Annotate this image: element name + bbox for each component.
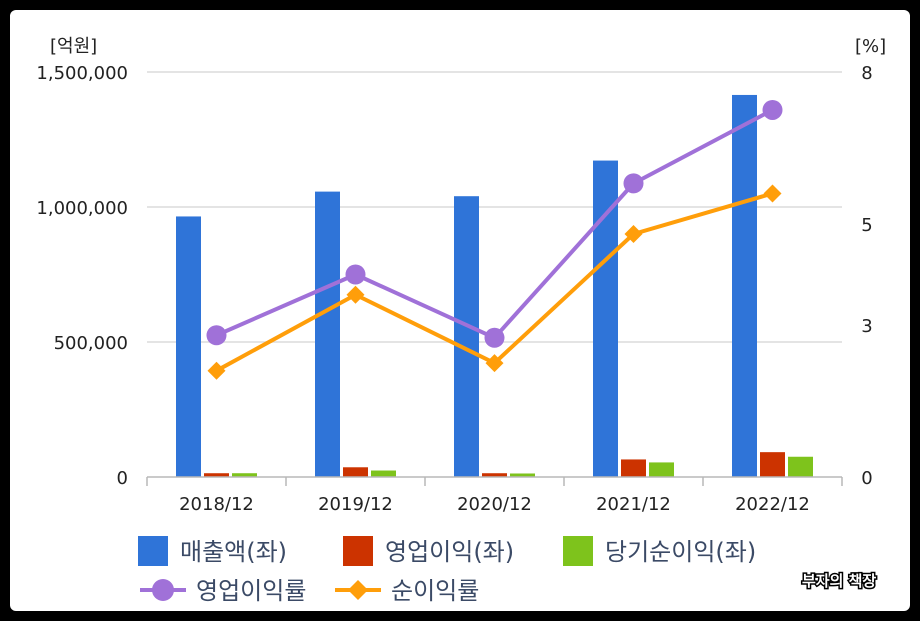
legend-label: 당기순이익(좌) — [605, 538, 756, 566]
watermark: 부자의 책장 — [802, 572, 876, 590]
bar-2 — [621, 459, 646, 477]
line-point-circle — [762, 99, 783, 120]
line-point-circle — [484, 327, 505, 348]
legend-marker-circle — [152, 579, 174, 601]
bar-1 — [454, 196, 479, 477]
y-right-tick-label: 3 — [861, 316, 872, 337]
bar-3 — [510, 473, 535, 477]
y-left-unit: [억원] — [50, 36, 97, 57]
bar-2 — [204, 473, 229, 477]
y-right-tick-label: 8 — [861, 63, 872, 84]
bar-2 — [482, 473, 507, 477]
line-point-circle — [345, 264, 366, 285]
bar-3 — [788, 456, 813, 477]
x-tick-label: 2021/12 — [596, 494, 671, 515]
legend-marker-diamond — [348, 580, 368, 600]
legend-label: 매출액(좌) — [180, 538, 287, 566]
y-left-tick-label: 500,000 — [54, 333, 128, 354]
y-right-tick-label: 0 — [861, 468, 872, 489]
legend-swatch-bar — [563, 536, 593, 566]
bars-layer — [176, 94, 813, 478]
bar-3 — [649, 462, 674, 477]
line-point-diamond — [485, 354, 504, 373]
axis-layer: 0 500,000 1,000,000 1,500,000 0 3 5 8 2018/12 201… — [36, 63, 872, 515]
legend-swatch-bar — [343, 536, 373, 566]
line-point-diamond — [763, 184, 782, 203]
x-tick-label: 2019/12 — [318, 494, 393, 515]
chart: 0 500,000 1,000,000 1,500,000 0 3 5 8 2018/12 201… — [36, 36, 886, 605]
y-right-tick-label: 5 — [861, 215, 872, 236]
bar-3 — [232, 473, 257, 477]
y-right-unit: [%] — [855, 36, 886, 57]
bar-2 — [760, 452, 785, 477]
line-point-circle — [206, 325, 227, 346]
y-left-tick-label: 1,000,000 — [36, 198, 128, 219]
legend-label: 영업이익(좌) — [385, 538, 514, 566]
line-point-circle — [623, 173, 644, 194]
lines-layer — [206, 99, 783, 380]
x-tick-label: 2020/12 — [457, 494, 532, 515]
bar-2 — [343, 467, 368, 477]
line-series-1 — [215, 108, 774, 340]
legend-layer: 매출액(좌) 영업이익(좌) 당기순이익(좌) 영업이익률 순이익률 — [138, 536, 756, 605]
x-tick-label: 2018/12 — [179, 494, 254, 515]
bar-1 — [732, 94, 757, 477]
x-tick-label: 2022/12 — [735, 494, 810, 515]
y-left-tick-label: 0 — [117, 468, 128, 489]
line-point-diamond — [207, 361, 226, 380]
line-point-diamond — [346, 285, 365, 304]
bar-1 — [315, 191, 340, 478]
legend-swatch-bar — [138, 536, 168, 566]
chart-frame: 0 500,000 1,000,000 1,500,000 0 3 5 8 2018/12 201… — [10, 10, 910, 611]
y-left-tick-label: 1,500,000 — [36, 63, 128, 84]
legend-label: 영업이익률 — [196, 577, 306, 605]
line-point-diamond — [624, 225, 643, 243]
bar-1 — [593, 160, 618, 477]
bar-3 — [371, 470, 396, 477]
bar-1 — [176, 216, 201, 477]
legend-label: 순이익률 — [391, 577, 479, 605]
